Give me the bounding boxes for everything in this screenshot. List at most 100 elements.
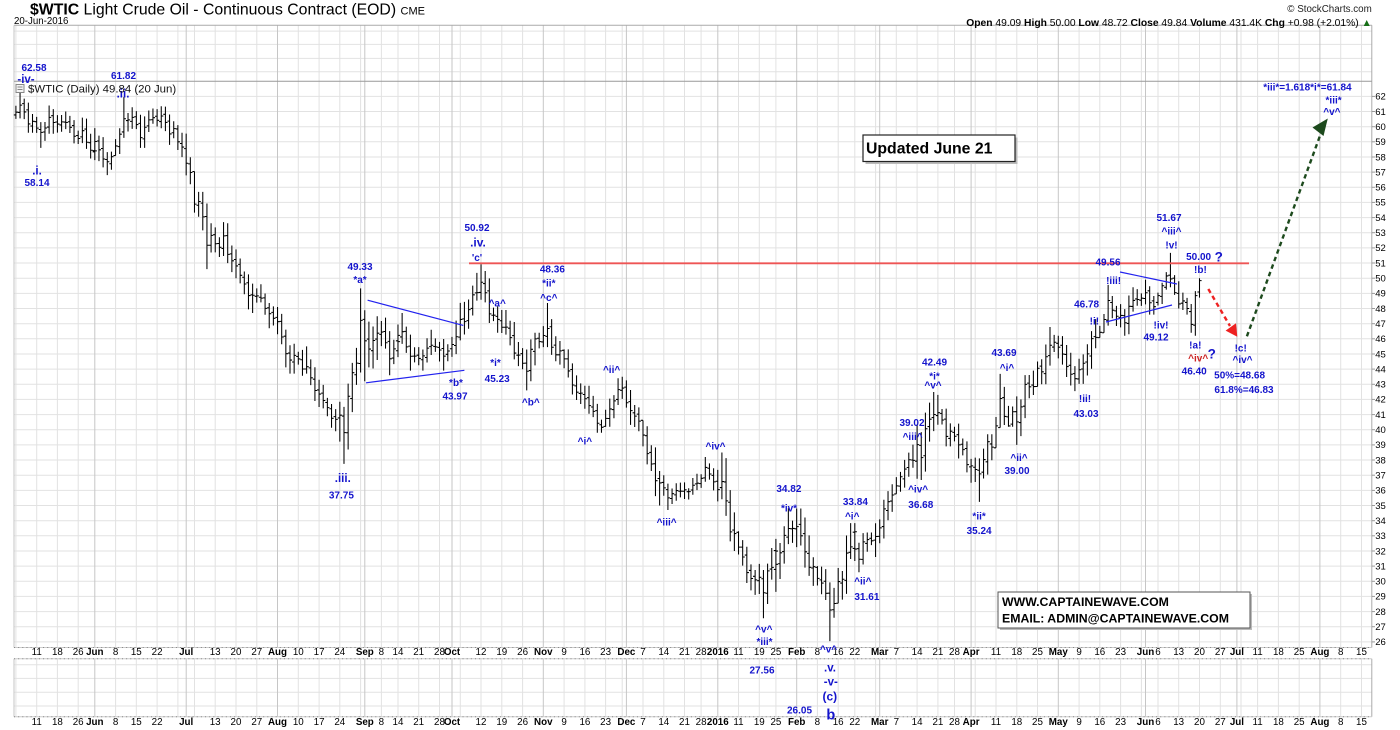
svg-text:11: 11 <box>733 647 743 658</box>
svg-text:25: 25 <box>1294 647 1305 658</box>
svg-text:*iii*: *iii* <box>1326 96 1342 107</box>
svg-text:8: 8 <box>379 717 385 728</box>
svg-text:43: 43 <box>1375 380 1386 391</box>
svg-text:28: 28 <box>696 717 707 728</box>
svg-text:46: 46 <box>1375 334 1386 345</box>
svg-text:^c^: ^c^ <box>540 293 557 304</box>
svg-text:Aug: Aug <box>1310 717 1329 728</box>
svg-text:60: 60 <box>1375 122 1386 133</box>
svg-text:!i!: !i! <box>1090 317 1099 328</box>
svg-text:Mar: Mar <box>871 647 889 658</box>
svg-text:26: 26 <box>517 647 528 658</box>
svg-text:Sep: Sep <box>356 647 374 658</box>
svg-text:36.68: 36.68 <box>908 500 933 511</box>
svg-text:39: 39 <box>1375 440 1386 451</box>
svg-text:8: 8 <box>1338 717 1344 728</box>
svg-text:28: 28 <box>434 717 445 728</box>
svg-text:26.05: 26.05 <box>787 706 812 717</box>
svg-text:!a!: !a! <box>1189 341 1201 352</box>
svg-text:^v^: ^v^ <box>755 624 772 635</box>
svg-text:14: 14 <box>912 647 923 658</box>
svg-text:27.56: 27.56 <box>749 666 774 677</box>
svg-text:54: 54 <box>1375 213 1386 224</box>
svg-text:51: 51 <box>1375 258 1386 269</box>
svg-text:^v^: ^v^ <box>820 644 837 655</box>
svg-text:26: 26 <box>517 717 528 728</box>
svg-text:Sep: Sep <box>356 717 374 728</box>
svg-text:21: 21 <box>679 717 690 728</box>
svg-text:^b^: ^b^ <box>522 398 540 409</box>
svg-text:61.82: 61.82 <box>111 71 136 82</box>
svg-text:7: 7 <box>894 647 899 658</box>
svg-text:7: 7 <box>640 647 645 658</box>
svg-text:11: 11 <box>1253 647 1263 658</box>
svg-text:15: 15 <box>131 717 142 728</box>
svg-text:25: 25 <box>1032 647 1043 658</box>
svg-text:Oct: Oct <box>444 717 461 728</box>
svg-text:14: 14 <box>912 717 923 728</box>
svg-text:49.33: 49.33 <box>347 262 372 273</box>
svg-text:62.58: 62.58 <box>21 63 46 74</box>
svg-text:Open 49.09 High 50.00 Low 48.7: Open 49.09 High 50.00 Low 48.72 Close 49… <box>966 18 1372 29</box>
svg-text:8: 8 <box>815 647 821 658</box>
svg-text:18: 18 <box>1011 717 1022 728</box>
svg-text:Dec: Dec <box>617 717 636 728</box>
svg-text:Dec: Dec <box>617 647 636 658</box>
svg-text:30: 30 <box>1375 577 1386 588</box>
svg-text:13: 13 <box>210 717 221 728</box>
svg-text:45.23: 45.23 <box>485 374 510 385</box>
svg-text:15: 15 <box>1356 717 1367 728</box>
svg-text:^iii^: ^iii^ <box>657 518 677 529</box>
svg-text:22: 22 <box>849 647 860 658</box>
svg-text:16: 16 <box>1094 647 1105 658</box>
svg-text:41: 41 <box>1375 410 1386 421</box>
svg-text:^a^: ^a^ <box>489 299 506 310</box>
svg-text:'c': 'c' <box>472 253 482 264</box>
svg-text:.i.: .i. <box>32 166 42 178</box>
svg-text:Feb: Feb <box>788 717 805 728</box>
svg-text:53: 53 <box>1375 228 1386 239</box>
svg-text:9: 9 <box>561 717 566 728</box>
svg-text:28: 28 <box>1375 607 1386 618</box>
svg-text:^ii^: ^ii^ <box>854 577 871 588</box>
svg-text:Oct: Oct <box>444 647 461 658</box>
svg-text:^v^: ^v^ <box>1323 107 1340 118</box>
svg-text:39.02: 39.02 <box>899 418 924 429</box>
svg-text:21: 21 <box>413 647 424 658</box>
svg-text:45: 45 <box>1375 349 1386 360</box>
svg-text:Jun: Jun <box>86 717 103 728</box>
svg-text:9: 9 <box>561 647 566 658</box>
svg-text:© StockCharts.com: © StockCharts.com <box>1287 4 1372 15</box>
svg-text:49.56: 49.56 <box>1095 258 1120 269</box>
svg-text:34: 34 <box>1375 516 1386 527</box>
svg-text:50.00: 50.00 <box>1186 252 1211 263</box>
svg-text:24: 24 <box>334 647 345 658</box>
svg-text:*iv*: *iv* <box>781 503 797 514</box>
svg-text:Apr: Apr <box>963 647 980 658</box>
svg-text:Jun: Jun <box>1137 717 1154 728</box>
svg-text:51.67: 51.67 <box>1156 213 1181 224</box>
svg-text:48: 48 <box>1375 304 1386 315</box>
svg-text:48.36: 48.36 <box>540 265 565 276</box>
svg-text:20-Jun-2016: 20-Jun-2016 <box>14 16 68 27</box>
svg-text:11: 11 <box>1253 717 1263 728</box>
svg-text:8: 8 <box>113 647 119 658</box>
svg-text:Jun: Jun <box>86 647 103 658</box>
svg-text:35: 35 <box>1375 501 1386 512</box>
svg-text:22: 22 <box>849 717 860 728</box>
svg-text:^iv^: ^iv^ <box>1232 355 1252 366</box>
svg-text:50%=48.68: 50%=48.68 <box>1214 370 1265 381</box>
svg-text:19: 19 <box>754 717 765 728</box>
svg-text:26: 26 <box>1375 637 1386 648</box>
svg-text:*a*: *a* <box>353 275 366 286</box>
svg-text:11: 11 <box>991 647 1001 658</box>
svg-text:50.92: 50.92 <box>464 223 489 234</box>
svg-text:22: 22 <box>152 647 163 658</box>
svg-text:55: 55 <box>1375 198 1386 209</box>
svg-text:21: 21 <box>932 717 943 728</box>
svg-text:.iv.: .iv. <box>470 236 486 250</box>
svg-text:.v.: .v. <box>824 662 836 674</box>
svg-text:43.97: 43.97 <box>442 392 467 403</box>
svg-text:26: 26 <box>73 717 84 728</box>
svg-text:11: 11 <box>32 647 42 658</box>
